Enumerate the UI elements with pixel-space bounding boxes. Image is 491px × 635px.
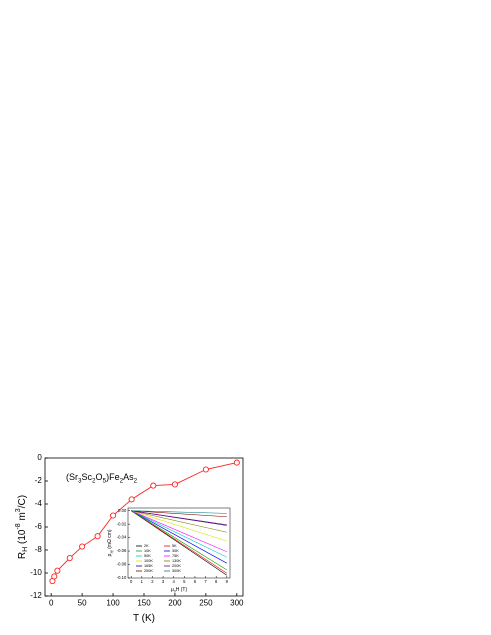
annotation-part: O (96, 472, 103, 482)
x-tick-label: 1 (141, 579, 144, 584)
data-point (66, 555, 73, 562)
y-axis-label: RH​ (10-8​ m3​/C) (15, 495, 29, 559)
x-axis-label-part: T (K) (133, 613, 155, 624)
inset-x-axis-label-part: H (T) (176, 587, 188, 593)
y-tick-label: -2 (35, 476, 43, 485)
y-tick-label: 0.00 (118, 508, 127, 513)
data-point (233, 459, 240, 466)
series-line (131, 510, 227, 558)
x-axis-label: T (K) (133, 613, 155, 624)
series-line (131, 510, 227, 518)
x-tick-label: 5 (183, 579, 186, 584)
series-line (131, 510, 227, 526)
x-tick-label: 50 (78, 598, 87, 607)
series-line (131, 510, 227, 574)
legend-label: 200K (172, 564, 181, 568)
y-tick-label: -0.06 (117, 548, 127, 553)
y-tick-label: -0.02 (117, 521, 127, 526)
x-tick-label: 7 (204, 579, 207, 584)
y-axis-label-part: m (17, 512, 28, 523)
data-point (79, 543, 86, 550)
y-axis-label-part: R (17, 552, 28, 559)
x-tick-label: 3 (162, 579, 165, 584)
y-tick-label: 0 (37, 453, 42, 462)
x-tick-label: 300 (230, 598, 244, 607)
y-axis-label-part: (10 (17, 529, 28, 547)
data-point (54, 567, 61, 574)
legend-label: 100K (144, 559, 153, 563)
data-point (202, 466, 209, 473)
x-tick-label: 150 (137, 598, 151, 607)
inset-x-axis-label-part: μ (171, 587, 174, 593)
data-point (171, 481, 178, 488)
inset-x-axis-label-part: 0 (174, 589, 176, 593)
legend-label: 10K (144, 549, 151, 553)
legend-label: 75K (172, 554, 179, 558)
legend-label: 30K (172, 549, 179, 553)
data-point (94, 533, 101, 540)
x-tick-label: 4 (173, 579, 176, 584)
series-line (131, 510, 227, 533)
data-point (51, 573, 58, 580)
data-point (128, 496, 135, 503)
annotation-part: Sc (82, 472, 93, 482)
y-tick-label: -0.08 (117, 562, 127, 567)
y-axis-label-part: /C) (17, 495, 28, 508)
x-tick-label: 0 (130, 579, 133, 584)
series-line (131, 510, 227, 564)
y-tick-label: -10 (30, 568, 42, 577)
inset-y-axis-label-part: (mΩ cm) (107, 529, 113, 550)
x-tick-label: 6 (194, 579, 197, 584)
annotation-part: 5 (103, 477, 107, 484)
y-tick-label: -0.04 (117, 535, 127, 540)
annotation-part: (Sr (66, 472, 78, 482)
data-point (150, 482, 157, 489)
legend-label: 250K (144, 569, 153, 573)
y-axis-label-part: H (22, 547, 29, 552)
y-tick-label: -0.10 (117, 575, 127, 580)
legend-label: 130K (172, 559, 181, 563)
x-tick-label: 9 (226, 579, 229, 584)
annotation: (Sr3​Sc2​O5​)Fe2​As2​ (66, 472, 138, 484)
y-axis-label-part: -8 (15, 523, 22, 529)
x-tick-label: 200 (168, 598, 182, 607)
legend-label: 2K (144, 544, 149, 548)
data-point (110, 512, 117, 519)
legend-label: 300K (172, 569, 181, 573)
y-tick-label: -12 (30, 591, 42, 600)
series-line (131, 510, 227, 542)
y-axis-label-part: 3 (15, 508, 22, 512)
x-tick-label: 100 (106, 598, 120, 607)
annotation-part: 2 (120, 477, 124, 484)
inset-x-axis-label: μ0​H (T) (171, 587, 188, 593)
annotation-part: )Fe (106, 472, 120, 482)
legend-label: 165K (144, 564, 153, 568)
x-tick-label: 0 (49, 598, 54, 607)
inset-y-axis-label: ρxy​ (mΩ cm) (107, 529, 113, 556)
x-tick-label: 8 (215, 579, 218, 584)
legend-label: 50K (144, 554, 151, 558)
annotation-part: 2 (92, 477, 96, 484)
series-line (131, 510, 227, 514)
x-tick-label: 2 (151, 579, 154, 584)
inset-y-axis-label-part: xy (109, 550, 113, 554)
y-tick-label: -6 (35, 522, 43, 531)
annotation-part: 2 (134, 477, 138, 484)
x-tick-label: 250 (199, 598, 213, 607)
legend-label: 5K (172, 544, 177, 548)
annotation-part: 3 (78, 477, 82, 484)
series-line (131, 510, 227, 553)
annotation-part: As (123, 472, 134, 482)
series-line (131, 510, 227, 571)
inset-y-axis-label-part: ρ (107, 554, 113, 557)
y-tick-label: -4 (35, 499, 43, 508)
y-tick-label: -8 (35, 545, 43, 554)
